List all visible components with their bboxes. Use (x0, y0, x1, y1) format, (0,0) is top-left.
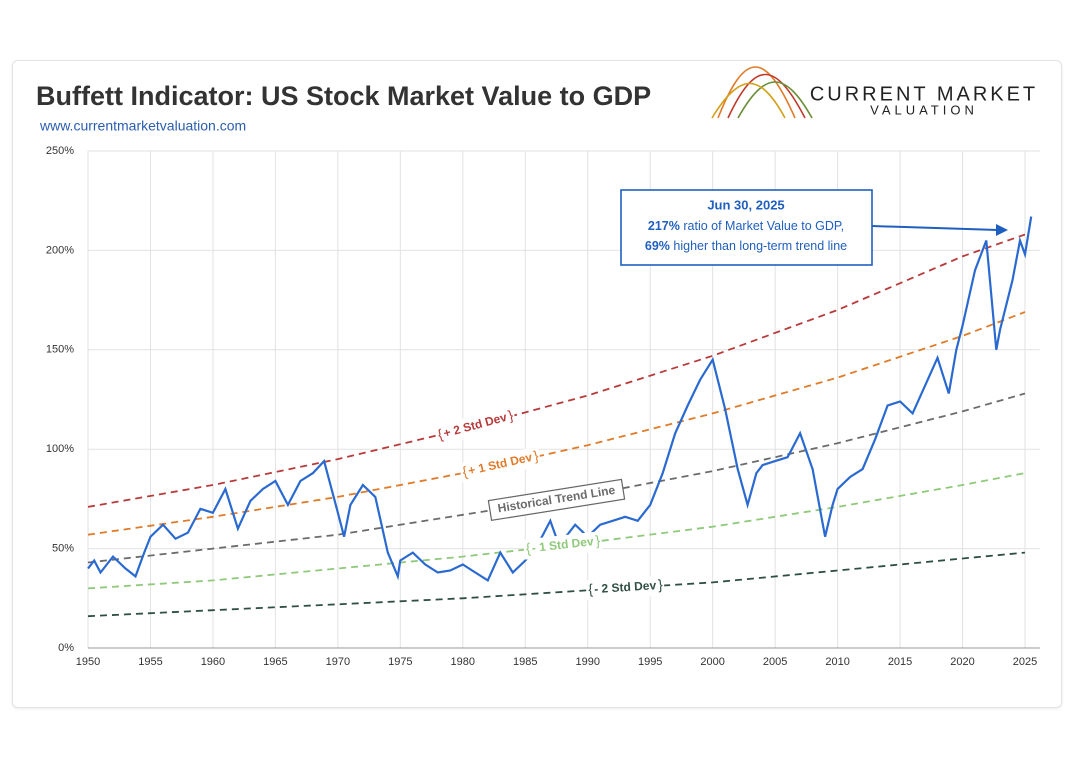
logo-text: CURRENT MARKET (810, 83, 1038, 105)
series-label-group: Historical Trend Line (487, 478, 626, 522)
label-background (433, 405, 518, 447)
x-tick-label: 2020 (950, 656, 974, 668)
logo-text: VALUATION (870, 102, 978, 117)
chart-subtitle: www.currentmarketvaluation.com (39, 118, 246, 134)
bracket: { (588, 581, 594, 597)
annotation-text: higher than long-term trend line (670, 239, 847, 253)
chart-title: Buffett Indicator: US Stock Market Value… (36, 81, 651, 111)
bracket: { (525, 540, 532, 556)
label-background (458, 446, 543, 484)
annotation-bold: 69% (645, 239, 670, 253)
bracket: } (658, 576, 664, 592)
annotation-box (620, 189, 873, 266)
label-background (585, 575, 665, 601)
series-label-group: + 2 Std Dev{} (433, 405, 518, 447)
x-tick-label: 1990 (575, 656, 599, 668)
y-tick-label: 150% (46, 344, 74, 356)
y-tick-label: 200% (46, 244, 74, 256)
annotation-arrowhead (996, 224, 1008, 236)
x-tick-label: 1970 (326, 656, 350, 668)
x-tick-label: 2025 (1013, 656, 1037, 668)
bracket: } (532, 447, 540, 464)
annotation-text: ratio of Market Value to GDP, (680, 219, 844, 233)
annotation-arrow (871, 225, 999, 231)
series-label: - 1 Std Dev (531, 534, 595, 555)
x-tick-label: 2010 (825, 656, 849, 668)
y-tick-label: 100% (46, 443, 74, 455)
label-background (487, 478, 626, 522)
card (12, 60, 1062, 708)
series-label-group: - 2 Std Dev{} (585, 575, 665, 601)
x-tick-label: 2000 (700, 656, 724, 668)
x-tick-label: 1955 (138, 656, 162, 668)
y-tick-label: 50% (52, 543, 74, 555)
x-tick-label: 1960 (201, 656, 225, 668)
logo-mark (711, 66, 813, 119)
x-tick-label: 1980 (451, 656, 475, 668)
annotation-line: 69% higher than long-term trend line (645, 239, 847, 253)
annotation-line: 217% ratio of Market Value to GDP, (648, 219, 844, 233)
x-tick-label: 1975 (388, 656, 412, 668)
x-tick-label: 1950 (76, 656, 100, 668)
series-line (87, 311, 1026, 536)
series-label: - 2 Std Dev (594, 578, 657, 596)
x-tick-label: 1965 (263, 656, 287, 668)
annotation-heading: Jun 30, 2025 (707, 197, 784, 212)
series-label-group: - 1 Std Dev{} (522, 531, 603, 560)
annotation-bold: 217% (648, 219, 680, 233)
label-background (522, 531, 603, 560)
series-line (87, 216, 1033, 583)
x-tick-label: 1985 (513, 656, 537, 668)
bracket: } (595, 532, 602, 548)
bracket: { (461, 463, 469, 480)
x-tick-label: 2005 (763, 656, 787, 668)
x-tick-label: 1995 (638, 656, 662, 668)
y-tick-label: 250% (46, 145, 74, 157)
series-line (87, 551, 1026, 618)
series-label-group: + 1 Std Dev{} (458, 446, 543, 484)
bracket: } (506, 407, 515, 424)
y-tick-label: 0% (58, 642, 74, 654)
series-line (87, 233, 1026, 508)
bracket: { (436, 426, 445, 443)
x-tick-label: 2015 (888, 656, 912, 668)
